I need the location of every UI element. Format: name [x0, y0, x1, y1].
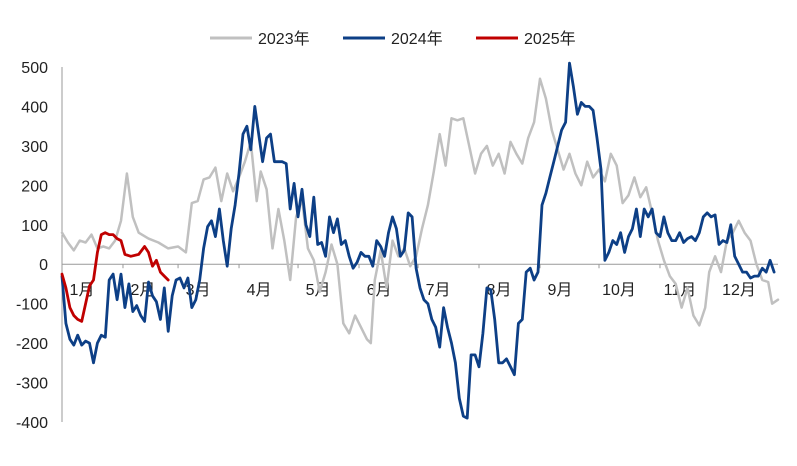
legend-label: 2023年 — [258, 30, 310, 48]
y-tick-label: 200 — [21, 178, 48, 195]
y-tick-label: 500 — [21, 60, 48, 77]
x-tick-label: 9月 — [548, 282, 573, 299]
y-tick-label: 100 — [21, 218, 48, 235]
x-axis: 1月 2月 3月 4月 5月 6月 7月 8月 9月 10月 11月 12月 — [61, 263, 778, 299]
y-tick-label: 0 — [39, 257, 48, 274]
y-axis: 500 400 300 200 100 0 -100 -200 -300 -400 — [16, 60, 63, 432]
legend-label: 2025年 — [524, 30, 576, 48]
y-tick-label: -100 — [16, 297, 48, 314]
series-line-1 — [60, 77, 780, 345]
x-tick-label: 10月 — [602, 282, 636, 299]
x-tick-label: 12月 — [722, 282, 756, 299]
x-tick-label: 4月 — [247, 282, 272, 299]
series-line-2 — [60, 61, 776, 420]
x-tick-label: 5月 — [306, 282, 331, 299]
series-layer — [60, 61, 780, 420]
y-tick-label: 400 — [21, 99, 48, 116]
x-tick-label: 7月 — [426, 282, 451, 299]
y-tick-label: -200 — [16, 336, 48, 353]
legend: 2023年 2024年 2025年 — [210, 30, 576, 48]
y-tick-label: -300 — [16, 376, 48, 393]
y-tick-label: -400 — [16, 415, 48, 432]
legend-label: 2024年 — [391, 30, 443, 48]
y-tick-label: 300 — [21, 139, 48, 156]
series-line-3 — [60, 231, 170, 323]
